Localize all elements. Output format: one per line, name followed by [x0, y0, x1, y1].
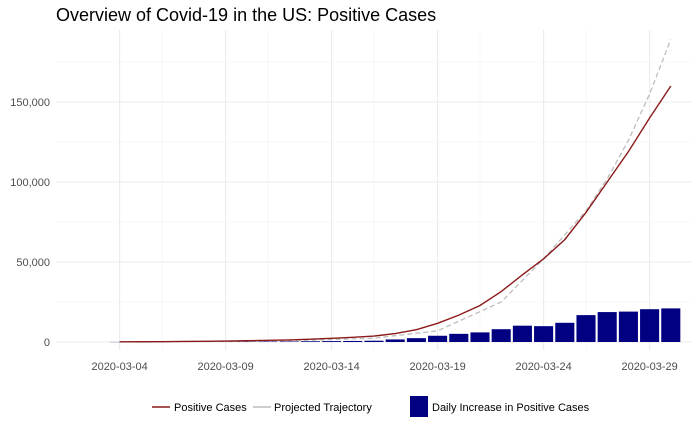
x-tick-label: 2020-03-29	[621, 361, 677, 373]
bar-daily-increase	[343, 340, 363, 342]
bar-daily-increase	[406, 338, 426, 342]
bar-daily-increase	[640, 309, 660, 342]
x-tick-label: 2020-03-09	[197, 361, 253, 373]
bar-daily-increase	[661, 308, 681, 342]
chart-title: Overview of Covid-19 in the US: Positive…	[56, 5, 436, 25]
bar-daily-increase	[428, 335, 448, 342]
y-tick-label: 150,000	[10, 97, 50, 109]
legend-label-projected-trajectory: Projected Trajectory	[274, 402, 372, 414]
legend: Positive Cases Projected Trajectory Dail…	[152, 396, 590, 417]
line-positive-cases	[119, 85, 672, 343]
legend-swatch-daily-increase	[410, 396, 428, 417]
bar-daily-increase	[364, 340, 384, 342]
bar-daily-increase	[512, 325, 532, 342]
y-tick-label: 50,000	[16, 257, 50, 269]
grid	[56, 30, 692, 350]
tick-labels: 2020-03-04 2020-03-09 2020-03-14 2020-03-19…	[10, 97, 678, 373]
y-tick-label: 0	[44, 337, 50, 349]
y-tick-label: 100,000	[10, 177, 50, 189]
bar-daily-increase	[385, 339, 405, 342]
bar-daily-increase	[618, 311, 638, 342]
bar-daily-increase	[322, 341, 342, 342]
legend-label-positive-cases: Positive Cases	[174, 402, 247, 414]
bars-daily-increase	[110, 308, 681, 343]
x-tick-label: 2020-03-19	[409, 361, 465, 373]
bar-daily-increase	[534, 326, 554, 342]
bar-daily-increase	[300, 341, 320, 342]
lines	[119, 39, 672, 343]
bar-daily-increase	[597, 312, 617, 342]
bar-daily-increase	[470, 332, 490, 342]
bar-daily-increase	[449, 333, 469, 342]
legend-label-daily-increase: Daily Increase in Positive Cases	[432, 402, 590, 414]
x-tick-label: 2020-03-04	[91, 361, 147, 373]
x-tick-label: 2020-03-24	[515, 361, 571, 373]
bar-daily-increase	[555, 322, 575, 342]
x-tick-label: 2020-03-14	[303, 361, 359, 373]
bar-daily-increase	[491, 329, 511, 342]
line-projected-trajectory	[119, 39, 672, 343]
bar-daily-increase	[576, 315, 596, 342]
